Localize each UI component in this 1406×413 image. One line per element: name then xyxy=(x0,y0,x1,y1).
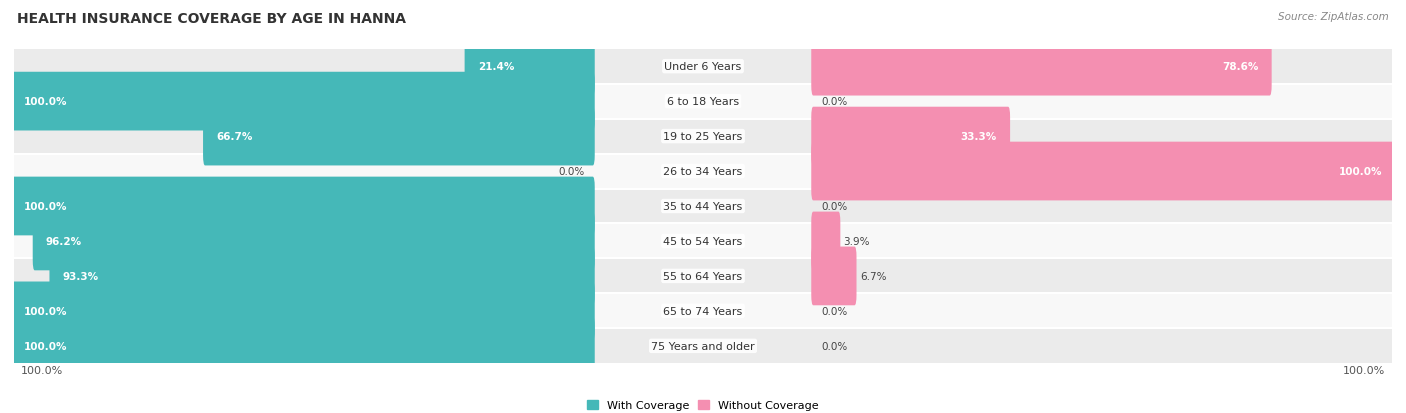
Bar xyxy=(14,224,1392,259)
Text: 0.0%: 0.0% xyxy=(821,306,848,316)
Text: 19 to 25 Years: 19 to 25 Years xyxy=(664,132,742,142)
Bar xyxy=(14,259,1392,294)
FancyBboxPatch shape xyxy=(202,107,595,166)
Text: 93.3%: 93.3% xyxy=(63,271,98,281)
Text: Source: ZipAtlas.com: Source: ZipAtlas.com xyxy=(1278,12,1389,22)
Bar xyxy=(14,329,1392,363)
Text: 75 Years and older: 75 Years and older xyxy=(651,341,755,351)
Text: 66.7%: 66.7% xyxy=(217,132,253,142)
Text: 35 to 44 Years: 35 to 44 Years xyxy=(664,202,742,211)
Bar xyxy=(14,154,1392,189)
Text: 100.0%: 100.0% xyxy=(21,365,63,375)
Text: 100.0%: 100.0% xyxy=(24,341,67,351)
Legend: With Coverage, Without Coverage: With Coverage, Without Coverage xyxy=(582,395,824,413)
FancyBboxPatch shape xyxy=(11,177,595,236)
Bar xyxy=(14,119,1392,154)
Text: 100.0%: 100.0% xyxy=(24,202,67,211)
Text: 3.9%: 3.9% xyxy=(844,236,870,247)
Text: 0.0%: 0.0% xyxy=(558,166,585,177)
Text: 0.0%: 0.0% xyxy=(821,97,848,107)
Text: 55 to 64 Years: 55 to 64 Years xyxy=(664,271,742,281)
Bar xyxy=(14,189,1392,224)
Text: 100.0%: 100.0% xyxy=(24,306,67,316)
FancyBboxPatch shape xyxy=(811,107,1010,166)
FancyBboxPatch shape xyxy=(11,73,595,131)
Text: 65 to 74 Years: 65 to 74 Years xyxy=(664,306,742,316)
Text: 0.0%: 0.0% xyxy=(821,341,848,351)
Bar xyxy=(14,50,1392,84)
Text: 45 to 54 Years: 45 to 54 Years xyxy=(664,236,742,247)
Text: 78.6%: 78.6% xyxy=(1222,62,1258,72)
Text: 100.0%: 100.0% xyxy=(24,97,67,107)
FancyBboxPatch shape xyxy=(11,317,595,375)
Text: 0.0%: 0.0% xyxy=(821,202,848,211)
Text: 100.0%: 100.0% xyxy=(1339,166,1382,177)
Text: 21.4%: 21.4% xyxy=(478,62,515,72)
Text: 6.7%: 6.7% xyxy=(860,271,886,281)
Text: 26 to 34 Years: 26 to 34 Years xyxy=(664,166,742,177)
Text: 96.2%: 96.2% xyxy=(46,236,82,247)
FancyBboxPatch shape xyxy=(11,282,595,340)
FancyBboxPatch shape xyxy=(811,38,1271,96)
Text: 6 to 18 Years: 6 to 18 Years xyxy=(666,97,740,107)
Bar xyxy=(14,294,1392,329)
Text: 33.3%: 33.3% xyxy=(960,132,997,142)
Bar xyxy=(14,84,1392,119)
Text: 100.0%: 100.0% xyxy=(1343,365,1385,375)
FancyBboxPatch shape xyxy=(811,142,1395,201)
FancyBboxPatch shape xyxy=(811,247,856,306)
FancyBboxPatch shape xyxy=(32,212,595,271)
FancyBboxPatch shape xyxy=(49,247,595,306)
FancyBboxPatch shape xyxy=(811,212,841,271)
Text: Under 6 Years: Under 6 Years xyxy=(665,62,741,72)
Text: HEALTH INSURANCE COVERAGE BY AGE IN HANNA: HEALTH INSURANCE COVERAGE BY AGE IN HANN… xyxy=(17,12,406,26)
FancyBboxPatch shape xyxy=(464,38,595,96)
